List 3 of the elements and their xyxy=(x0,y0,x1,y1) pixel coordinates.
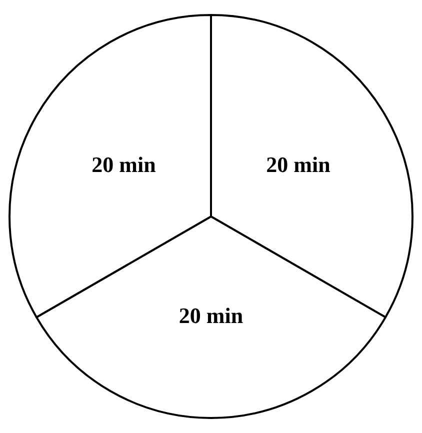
data-label: 20 min xyxy=(92,152,156,177)
data-label: 20 min xyxy=(266,152,330,177)
data-label: 20 min xyxy=(178,302,244,328)
